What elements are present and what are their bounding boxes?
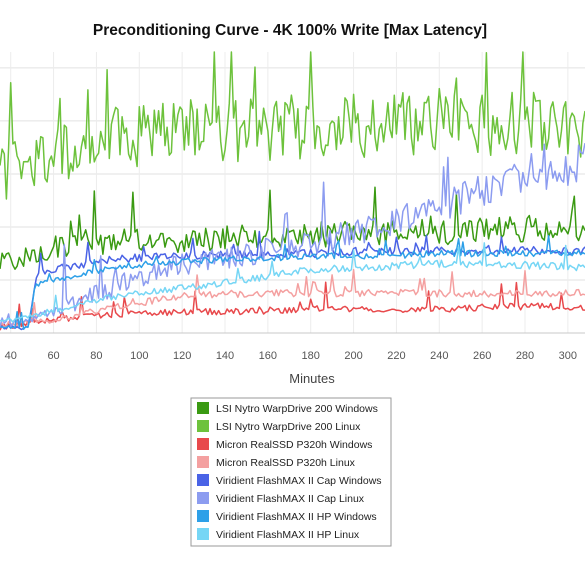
x-tick-label-5: 140 [216,350,234,362]
legend-swatch-4 [197,474,209,486]
legend-item-2[interactable]: Micron RealSSD P320h Windows [197,438,372,451]
legend-label-2: Micron RealSSD P320h Windows [216,439,372,451]
x-tick-label-10: 240 [430,350,448,362]
series-line-0 [0,186,585,270]
legend-item-3[interactable]: Micron RealSSD P320h Linux [197,456,356,469]
x-tick-label-4: 120 [173,350,191,362]
legend-label-5: Viridient FlashMAX II Cap Linux [216,493,365,505]
legend-swatch-7 [197,528,209,540]
x-tick-label-13: 300 [559,350,577,362]
series-lines [0,51,585,331]
legend-item-1[interactable]: LSI Nytro WarpDrive 200 Linux [197,420,361,433]
legend-label-3: Micron RealSSD P320h Linux [216,457,356,469]
x-tick-label-1: 60 [47,350,59,362]
series-line-1 [0,51,585,200]
legend-swatch-1 [197,420,209,432]
x-tick-label-2: 80 [90,350,102,362]
chart-title: Preconditioning Curve - 4K 100% Write [M… [93,22,487,39]
legend-item-5[interactable]: Viridient FlashMAX II Cap Linux [197,492,365,505]
legend[interactable]: LSI Nytro WarpDrive 200 Windows LSI Nytro… [197,402,382,541]
legend-swatch-5 [197,492,209,504]
legend-label-0: LSI Nytro WarpDrive 200 Windows [216,403,378,415]
series-line-4 [0,230,585,331]
legend-item-0[interactable]: LSI Nytro WarpDrive 200 Windows [197,402,378,415]
x-tick-label-8: 200 [344,350,362,362]
x-tick-label-7: 180 [302,350,320,362]
legend-label-6: Viridient FlashMAX II HP Windows [216,511,377,523]
legend-label-1: LSI Nytro WarpDrive 200 Linux [216,421,361,433]
legend-box [190,397,392,547]
series-line-7 [0,242,585,323]
x-tick-label-12: 280 [516,350,534,362]
legend-swatch-3 [197,456,209,468]
x-axis-ticks: 40 60 80 100 120 140 160 180 200 220 240 260 280 300 [5,350,577,362]
series-line-5 [0,142,585,328]
series-line-6 [0,234,585,331]
x-axis-label: Minutes [289,371,335,386]
series-line-3 [0,268,585,328]
x-tick-label-3: 100 [130,350,148,362]
series-line-2 [0,281,585,331]
legend-label-4: Viridient FlashMAX II Cap Windows [216,475,382,487]
legend-swatch-0 [197,402,209,414]
legend-item-7[interactable]: Viridient FlashMAX II HP Linux [197,528,360,541]
legend-swatch-2 [197,438,209,450]
x-tick-label-9: 220 [387,350,405,362]
legend-swatch-6 [197,510,209,522]
x-tick-label-0: 40 [5,350,17,362]
legend-item-6[interactable]: Viridient FlashMAX II HP Windows [197,510,377,523]
legend-item-4[interactable]: Viridient FlashMAX II Cap Windows [197,474,382,487]
x-tick-label-6: 160 [259,350,277,362]
x-tick-label-11: 260 [473,350,491,362]
legend-label-7: Viridient FlashMAX II HP Linux [216,529,360,541]
